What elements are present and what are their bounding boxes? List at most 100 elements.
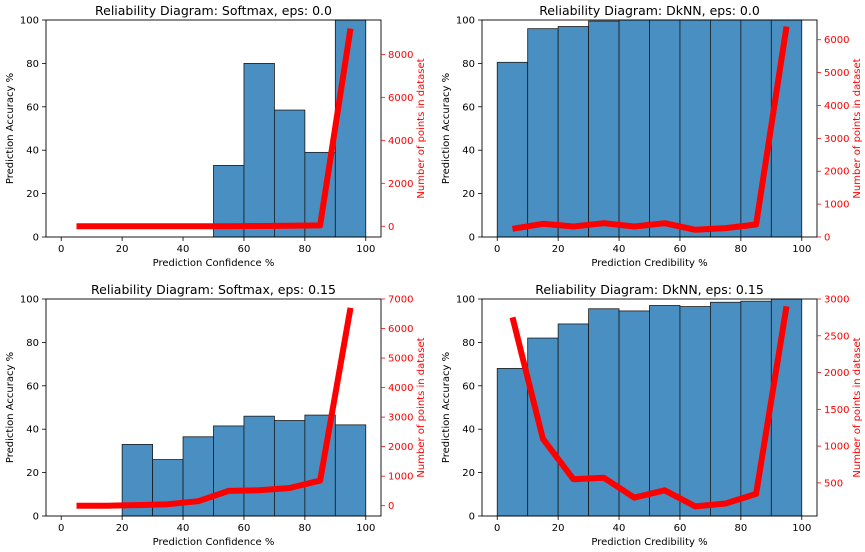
plot-frame <box>481 298 818 517</box>
x-tick-label: 80 <box>298 523 311 534</box>
accuracy-bar <box>334 19 367 238</box>
count-line <box>509 305 790 510</box>
count-line <box>76 28 354 230</box>
accuracy-bar <box>334 424 367 517</box>
y-tick-label: 80 <box>462 338 475 349</box>
y-tick-label: 40 <box>26 146 39 157</box>
y-tick-label: 0 <box>469 233 475 244</box>
y2-tick-label: 7000 <box>388 295 413 306</box>
x-tick-label: 20 <box>552 244 565 255</box>
y2-tick-label: 6000 <box>388 324 413 335</box>
y-tick-label: 0 <box>33 512 39 523</box>
y2-tick-label: 4000 <box>824 101 849 112</box>
x-tick-label: 80 <box>734 244 747 255</box>
x-tick-label: 80 <box>734 523 747 534</box>
y2-tick-label: 5000 <box>824 68 849 79</box>
y-tick-label: 80 <box>26 59 39 70</box>
accuracy-bar <box>679 19 711 238</box>
y-tick-label: 20 <box>462 468 475 479</box>
accuracy-bar <box>770 298 803 517</box>
plot-frame <box>45 19 382 238</box>
y-axis-label: Prediction Accuracy % <box>5 352 16 463</box>
x-tick-label: 20 <box>552 523 565 534</box>
x-tick-label: 60 <box>674 244 687 255</box>
y2-tick-label: 1000 <box>388 472 413 483</box>
plot-frame <box>481 19 818 238</box>
accuracy-bar <box>243 63 275 238</box>
y-tick-label: 20 <box>462 189 475 200</box>
accuracy-bar <box>527 28 559 238</box>
accuracy-bar <box>679 306 711 517</box>
x-tick-label: 20 <box>116 244 129 255</box>
accuracy-bar <box>243 415 275 517</box>
x-tick-label: 40 <box>613 523 626 534</box>
x-axis-label: Prediction Confidence % <box>153 537 275 548</box>
y2-tick-label: 3000 <box>824 295 849 306</box>
y2-tick-label: 3000 <box>824 134 849 145</box>
accuracy-bar <box>152 459 184 517</box>
y-axis-label: Prediction Accuracy % <box>441 73 452 184</box>
x-tick-label: 0 <box>58 244 64 255</box>
chart-title: Reliability Diagram: DkNN, eps: 0.0 <box>539 3 760 18</box>
accuracy-bar <box>649 305 681 517</box>
chart-panel-3: 0 20 40 60 80 1000204060801000100020003000400… <box>5 282 427 548</box>
accuracy-bar <box>213 425 245 517</box>
y2-tick-label: 3000 <box>388 413 413 424</box>
y2-tick-label: 1500 <box>824 405 849 416</box>
y-tick-label: 40 <box>462 146 475 157</box>
y-tick-label: 60 <box>26 102 39 113</box>
y2-axis-label: Number of points in dataset <box>416 337 427 477</box>
x-tick-label: 100 <box>356 523 375 534</box>
plot-frame <box>45 298 382 517</box>
y2-axis-label: Number of points in dataset <box>852 337 863 477</box>
y-tick-label: 0 <box>33 233 39 244</box>
accuracy-bar <box>588 20 620 238</box>
y2-tick-label: 6000 <box>388 93 413 104</box>
x-tick-label: 40 <box>613 244 626 255</box>
y-tick-label: 60 <box>462 102 475 113</box>
accuracy-bar <box>618 310 650 517</box>
y2-axis-label: Number of points in dataset <box>852 58 863 198</box>
accuracy-bar <box>274 420 306 517</box>
accuracy-bar <box>710 301 742 517</box>
y2-tick-label: 2000 <box>824 167 849 178</box>
x-axis-label: Prediction Confidence % <box>153 258 275 269</box>
x-tick-label: 40 <box>177 523 190 534</box>
y-tick-label: 100 <box>20 16 39 27</box>
chart-title: Reliability Diagram: DkNN, eps: 0.15 <box>535 282 764 297</box>
count-line <box>512 26 790 233</box>
y-axis-label: Prediction Accuracy % <box>5 73 16 184</box>
y-tick-label: 100 <box>20 295 39 306</box>
x-tick-label: 20 <box>116 523 129 534</box>
accuracy-bar <box>770 19 803 238</box>
y-tick-label: 60 <box>462 381 475 392</box>
accuracy-bar <box>496 368 529 517</box>
y2-axis-label: Number of points in dataset <box>416 58 427 198</box>
y2-tick-label: 4000 <box>388 383 413 394</box>
chart-panel-2: 0 20 40 60 80 1000204060801000100020003000400… <box>441 3 863 269</box>
x-tick-label: 80 <box>298 244 311 255</box>
y2-tick-label: 5000 <box>388 354 413 365</box>
y2-tick-label: 2000 <box>388 442 413 453</box>
y-tick-label: 60 <box>26 381 39 392</box>
y2-tick-label: 2500 <box>824 331 849 342</box>
y2-tick-label: 6000 <box>824 35 849 46</box>
y2-tick-label: 0 <box>388 222 394 233</box>
y2-tick-label: 0 <box>824 233 830 244</box>
y2-tick-label: 0 <box>388 501 394 512</box>
y-axis-label: Prediction Accuracy % <box>441 352 452 463</box>
accuracy-bar <box>740 19 772 238</box>
accuracy-bar <box>557 26 589 238</box>
x-axis-label: Prediction Credibility % <box>591 537 707 548</box>
x-tick-label: 60 <box>674 523 687 534</box>
accuracy-bar <box>710 19 742 238</box>
y2-tick-label: 2000 <box>824 368 849 379</box>
y2-tick-label: 4000 <box>388 136 413 147</box>
accuracy-bar <box>649 19 681 238</box>
y-tick-label: 80 <box>26 338 39 349</box>
y-tick-label: 0 <box>469 512 475 523</box>
x-tick-label: 100 <box>356 244 375 255</box>
chart-panel-1: 0 20 40 60 80 100 0 20 40 60 80 100 0 2000 4000 6000 800… <box>5 3 427 269</box>
y-tick-label: 40 <box>26 425 39 436</box>
